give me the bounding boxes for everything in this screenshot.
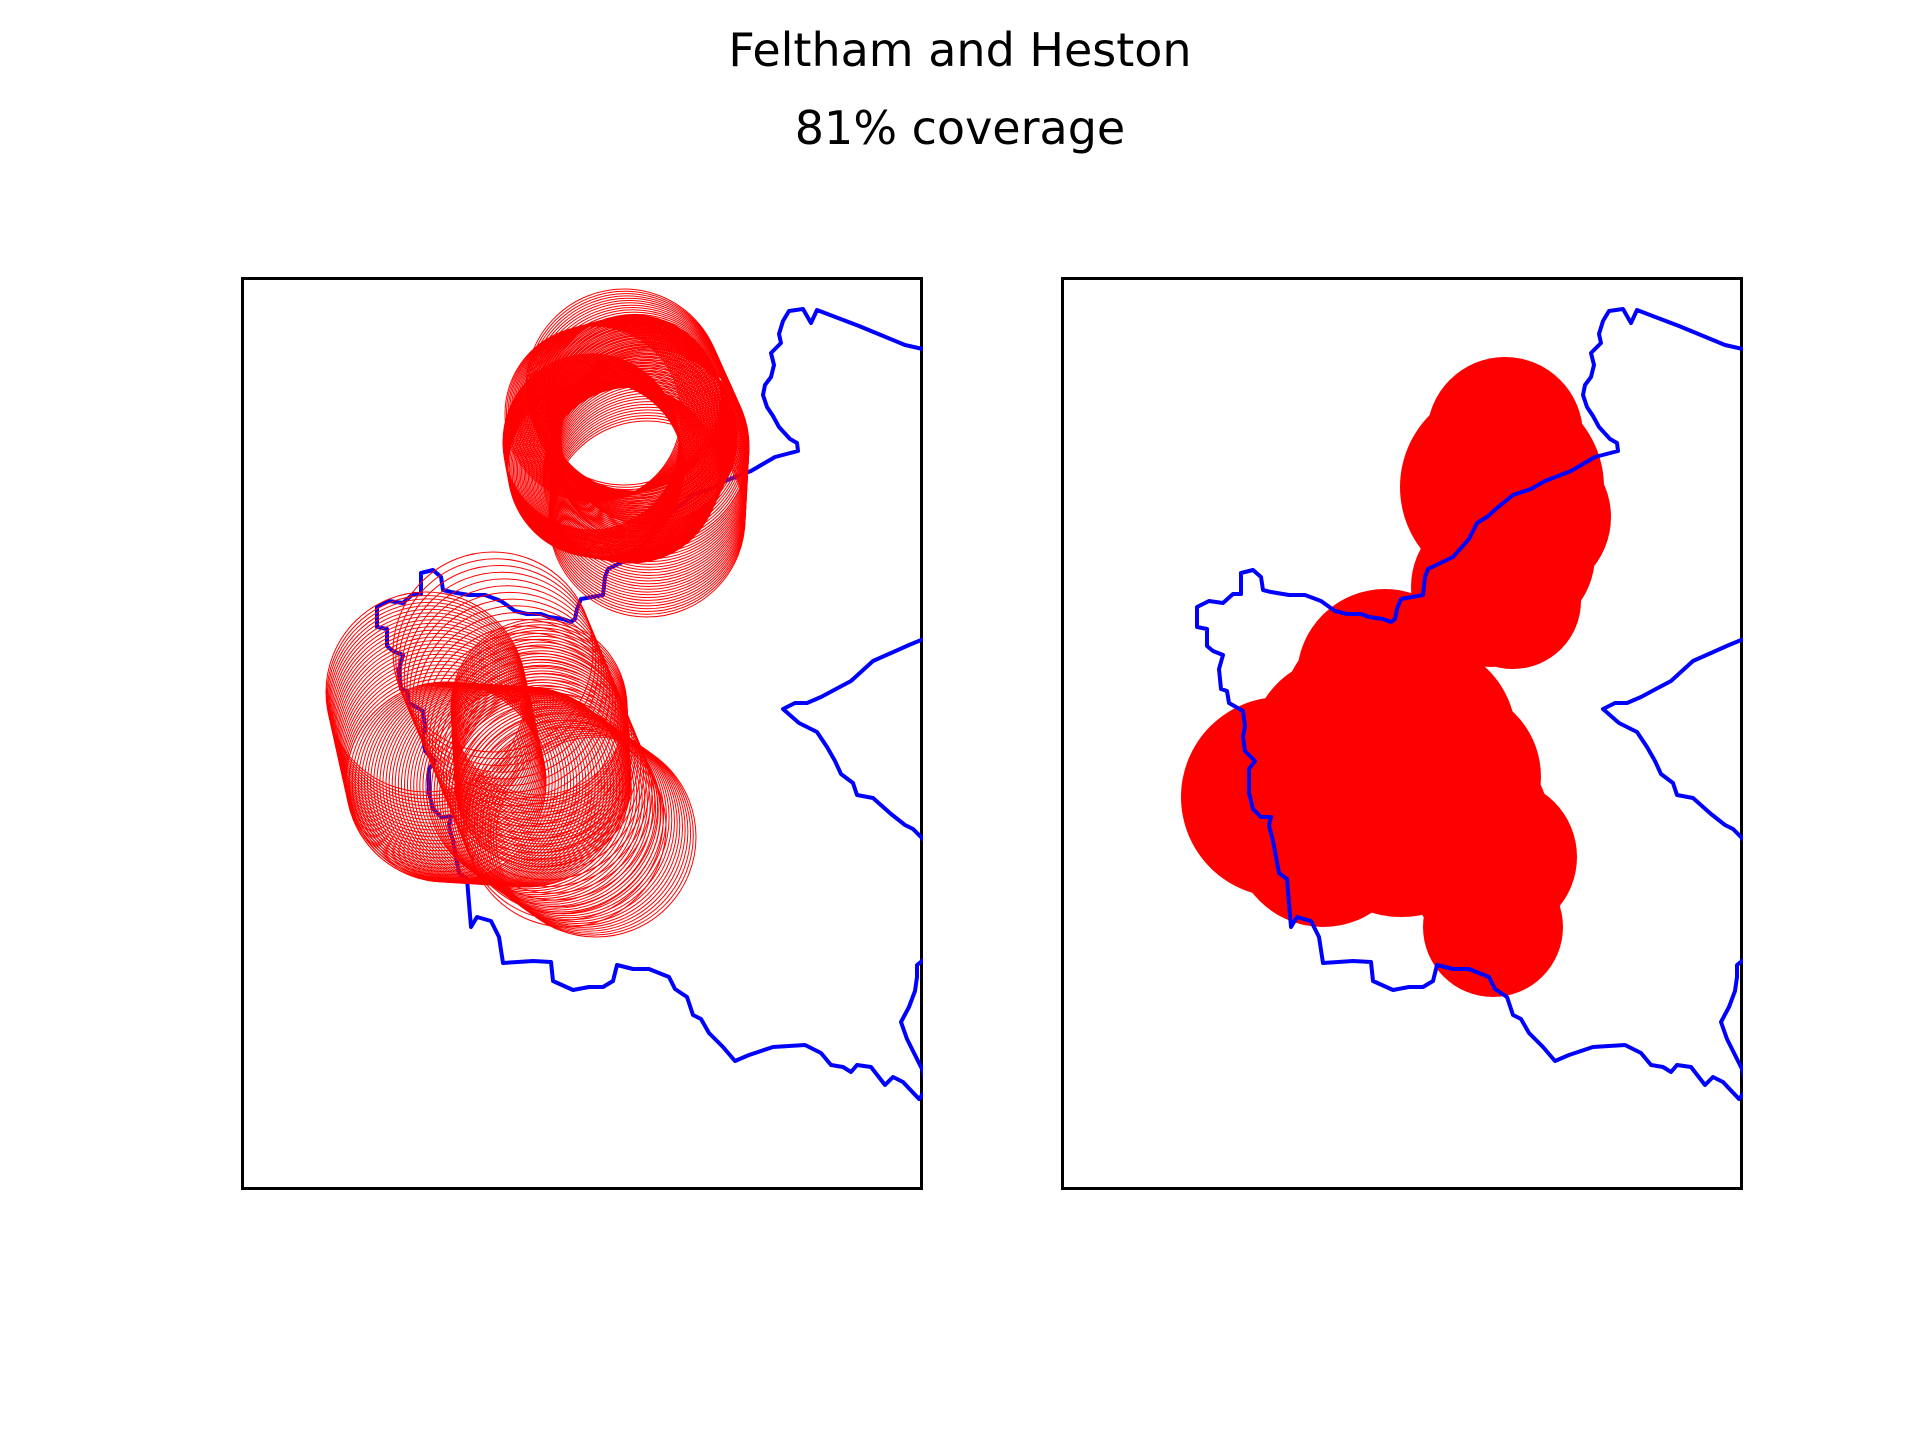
coverage-ring <box>527 293 725 491</box>
coverage-ring <box>415 605 616 807</box>
coverage-ring <box>479 725 681 926</box>
coverage-ring <box>476 723 678 924</box>
coverage-ring <box>443 672 644 874</box>
coverage-ring <box>441 698 643 899</box>
coverage-ring <box>426 632 628 834</box>
constituency-boundary <box>1195 307 1743 1101</box>
coverage-ring <box>539 318 736 516</box>
coverage-ring <box>445 679 647 881</box>
coverage-ring <box>457 706 659 908</box>
coverage-ring <box>451 692 653 894</box>
coverage-ring <box>343 671 545 873</box>
coverage-ring <box>376 683 578 885</box>
coverage-ring <box>433 692 635 894</box>
filled-coverage-map <box>1181 307 1743 1101</box>
coverage-ring <box>429 639 630 840</box>
coverage-ring <box>540 320 737 518</box>
coverage-ring <box>525 288 723 486</box>
coverage-ring <box>423 625 625 827</box>
coverage-ring <box>448 686 650 888</box>
coverage-ring <box>440 665 642 867</box>
coverage-ring <box>490 732 692 934</box>
map-panel-outline-coverage <box>241 277 923 1190</box>
coverage-ring <box>533 307 731 504</box>
coverage-ring <box>439 696 640 898</box>
coverage-ring <box>392 551 594 753</box>
coverage-ring <box>425 686 627 888</box>
coverage-ring <box>406 585 608 787</box>
coverage-ring <box>495 736 697 938</box>
coverage-ring <box>462 719 664 921</box>
coverage-ring <box>400 571 602 773</box>
figure-title: Feltham and Heston <box>728 23 1192 77</box>
coverage-ring <box>431 645 633 847</box>
outline-coverage-map <box>325 288 923 1101</box>
coverage-ring <box>487 730 689 932</box>
coverage-ring <box>341 664 543 866</box>
coverage-ring <box>434 652 636 854</box>
coverage-ring <box>465 726 667 928</box>
coverage-ring <box>468 717 670 919</box>
coverage-ring <box>412 598 614 800</box>
coverage-discs <box>1181 357 1611 997</box>
coverage-ring <box>474 721 675 923</box>
coverage-ring <box>454 699 656 901</box>
coverage-ring <box>449 703 651 905</box>
coverage-subtitle: 81% coverage <box>794 101 1126 155</box>
coverage-disc <box>1411 807 1551 947</box>
coverage-ring <box>409 591 611 793</box>
coverage-ring <box>420 618 622 820</box>
coverage-ring <box>398 565 600 766</box>
coverage-ring <box>417 612 619 814</box>
map-panel-filled-coverage <box>1061 277 1743 1190</box>
coverage-ring <box>548 420 746 618</box>
coverage-ring <box>395 558 597 760</box>
coverage-disc <box>1451 437 1611 597</box>
coverage-ring <box>459 713 661 914</box>
coverage-rings <box>325 288 750 938</box>
coverage-ring <box>437 659 639 861</box>
coverage-ring <box>403 578 605 780</box>
coverage-ring <box>492 734 694 936</box>
coverage-ring <box>534 309 732 507</box>
coverage-ring <box>530 300 728 497</box>
